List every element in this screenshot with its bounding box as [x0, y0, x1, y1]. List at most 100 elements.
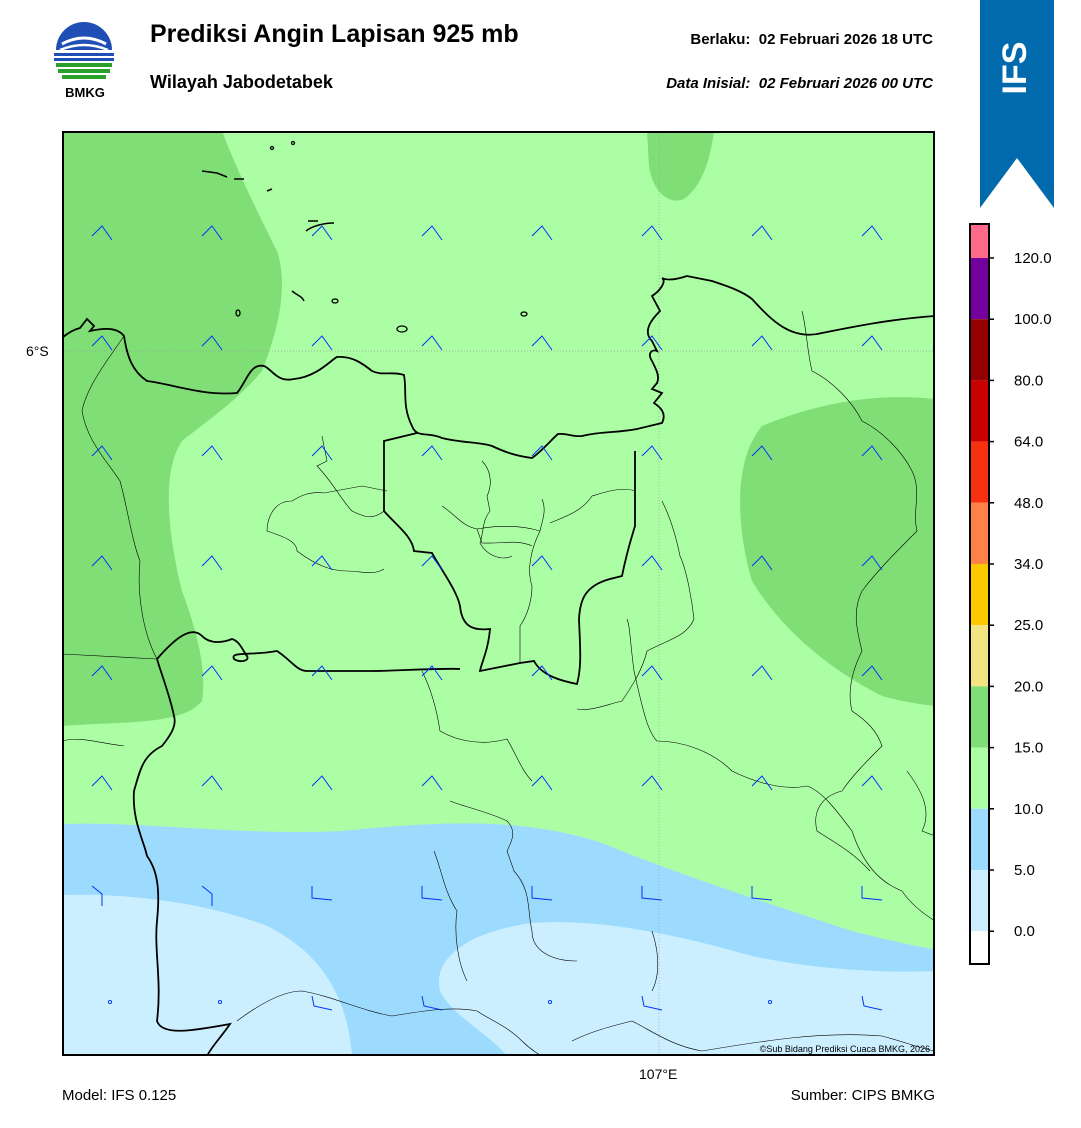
wind-barb	[201, 665, 223, 681]
wind-barb	[201, 225, 223, 241]
wind-barb	[201, 335, 223, 351]
colorbar-label: 25.0	[1014, 617, 1043, 634]
wind-region-0-5-southeast	[438, 922, 935, 1056]
colorbar-swatch	[970, 870, 989, 932]
island	[201, 170, 228, 178]
wind-barb	[751, 225, 773, 241]
colorbar-label: 120.0	[1014, 250, 1052, 267]
island	[290, 140, 296, 146]
wind-barb	[861, 665, 883, 681]
colorbar-label: 100.0	[1014, 311, 1052, 328]
wind-barb	[641, 225, 663, 241]
page-title: Prediksi Angin Lapisan 925 mb	[150, 20, 519, 48]
wind-barb	[91, 445, 113, 461]
bmkg-logo-icon	[54, 22, 114, 79]
wind-barb	[531, 665, 553, 681]
source-label: Sumber: CIPS BMKG	[790, 1087, 935, 1104]
wind-barb	[421, 225, 443, 241]
island	[291, 290, 305, 302]
wind-barb	[91, 885, 103, 906]
island	[269, 145, 275, 151]
wind-barb	[641, 555, 663, 571]
wind-barb	[641, 775, 663, 791]
init-label: Data Inisial:	[666, 75, 751, 92]
colorbar-label: 5.0	[1014, 862, 1035, 879]
colorbar-swatch	[970, 686, 989, 748]
wind-barb	[861, 995, 883, 1011]
valid-label: Berlaku:	[690, 31, 751, 48]
wind-barb	[861, 775, 883, 791]
colorbar-swatch	[970, 747, 989, 809]
wind-region-15-20-north	[647, 131, 714, 201]
wind-barb	[751, 775, 773, 791]
wind-region-15-20-east	[740, 397, 935, 706]
colorbar-swatch	[970, 931, 989, 963]
wind-barb	[861, 555, 883, 571]
colorbar-swatch	[970, 380, 989, 442]
wind-barb	[201, 885, 213, 906]
island	[331, 298, 339, 304]
colorbar-swatch	[970, 441, 989, 503]
colorbar-swatch	[970, 225, 989, 258]
valid-time: Berlaku: 02 Februari 2026 18 UTC	[690, 31, 933, 48]
island	[266, 188, 273, 192]
island	[235, 309, 241, 317]
wind-barb	[201, 445, 223, 461]
calm-marker	[767, 999, 773, 1005]
calm-marker	[107, 999, 113, 1005]
wind-barb	[91, 225, 113, 241]
island	[396, 325, 408, 333]
wind-barb	[861, 335, 883, 351]
wind-barb	[531, 445, 553, 461]
colorbar-label: 64.0	[1014, 434, 1043, 451]
wind-barb	[421, 665, 443, 681]
wind-barb	[421, 775, 443, 791]
colorbar-label: 0.0	[1014, 923, 1035, 940]
bmkg-logo	[52, 20, 116, 102]
wind-barb	[201, 555, 223, 571]
wind-barb	[641, 665, 663, 681]
wind-barb	[311, 555, 333, 571]
wind-barb	[641, 445, 663, 461]
wind-barb	[201, 775, 223, 791]
wind-barb	[531, 555, 553, 571]
wind-barb	[311, 335, 333, 351]
page-subtitle: Wilayah Jabodetabek	[150, 72, 333, 92]
wind-barb	[531, 775, 553, 791]
init-time: Data Inisial: 02 Februari 2026 00 UTC	[666, 75, 933, 92]
wind-barb	[311, 886, 333, 901]
wind-barb	[751, 335, 773, 351]
logo-text: BMKG	[65, 85, 105, 100]
wind-region-0-5-southwest	[62, 894, 352, 1056]
wind-barb	[91, 665, 113, 681]
wind-barb	[751, 665, 773, 681]
wind-barb	[751, 886, 773, 901]
wind-barb	[641, 995, 663, 1011]
calm-marker	[217, 999, 223, 1005]
wind-barb	[311, 445, 333, 461]
calm-marker	[547, 999, 553, 1005]
province-boundary	[156, 631, 461, 672]
map-credit: ©Sub Bidang Prediksi Cuaca BMKG, 2026	[760, 1044, 930, 1054]
wind-barb	[421, 886, 443, 901]
wind-barb	[311, 775, 333, 791]
wind-barb	[861, 445, 883, 461]
wind-barb	[311, 225, 333, 241]
wind-barbs	[91, 225, 883, 1011]
lon-label-107e: 107°E	[639, 1066, 678, 1082]
province-boundary	[132, 658, 232, 1056]
island	[305, 220, 335, 232]
wind-barb	[641, 886, 663, 901]
wind-barb	[531, 335, 553, 351]
init-value: 02 Februari 2026 00 UTC	[758, 75, 933, 92]
wind-barb	[751, 445, 773, 461]
wind-barb	[751, 555, 773, 571]
colorbar-swatch	[970, 564, 989, 626]
island	[520, 311, 528, 317]
wind-barb	[531, 886, 553, 901]
colorbar-label: 80.0	[1014, 372, 1043, 389]
wind-barb	[531, 225, 553, 241]
wind-barb	[421, 445, 443, 461]
wind-barb	[421, 995, 443, 1011]
colorbar-label: 20.0	[1014, 678, 1043, 695]
